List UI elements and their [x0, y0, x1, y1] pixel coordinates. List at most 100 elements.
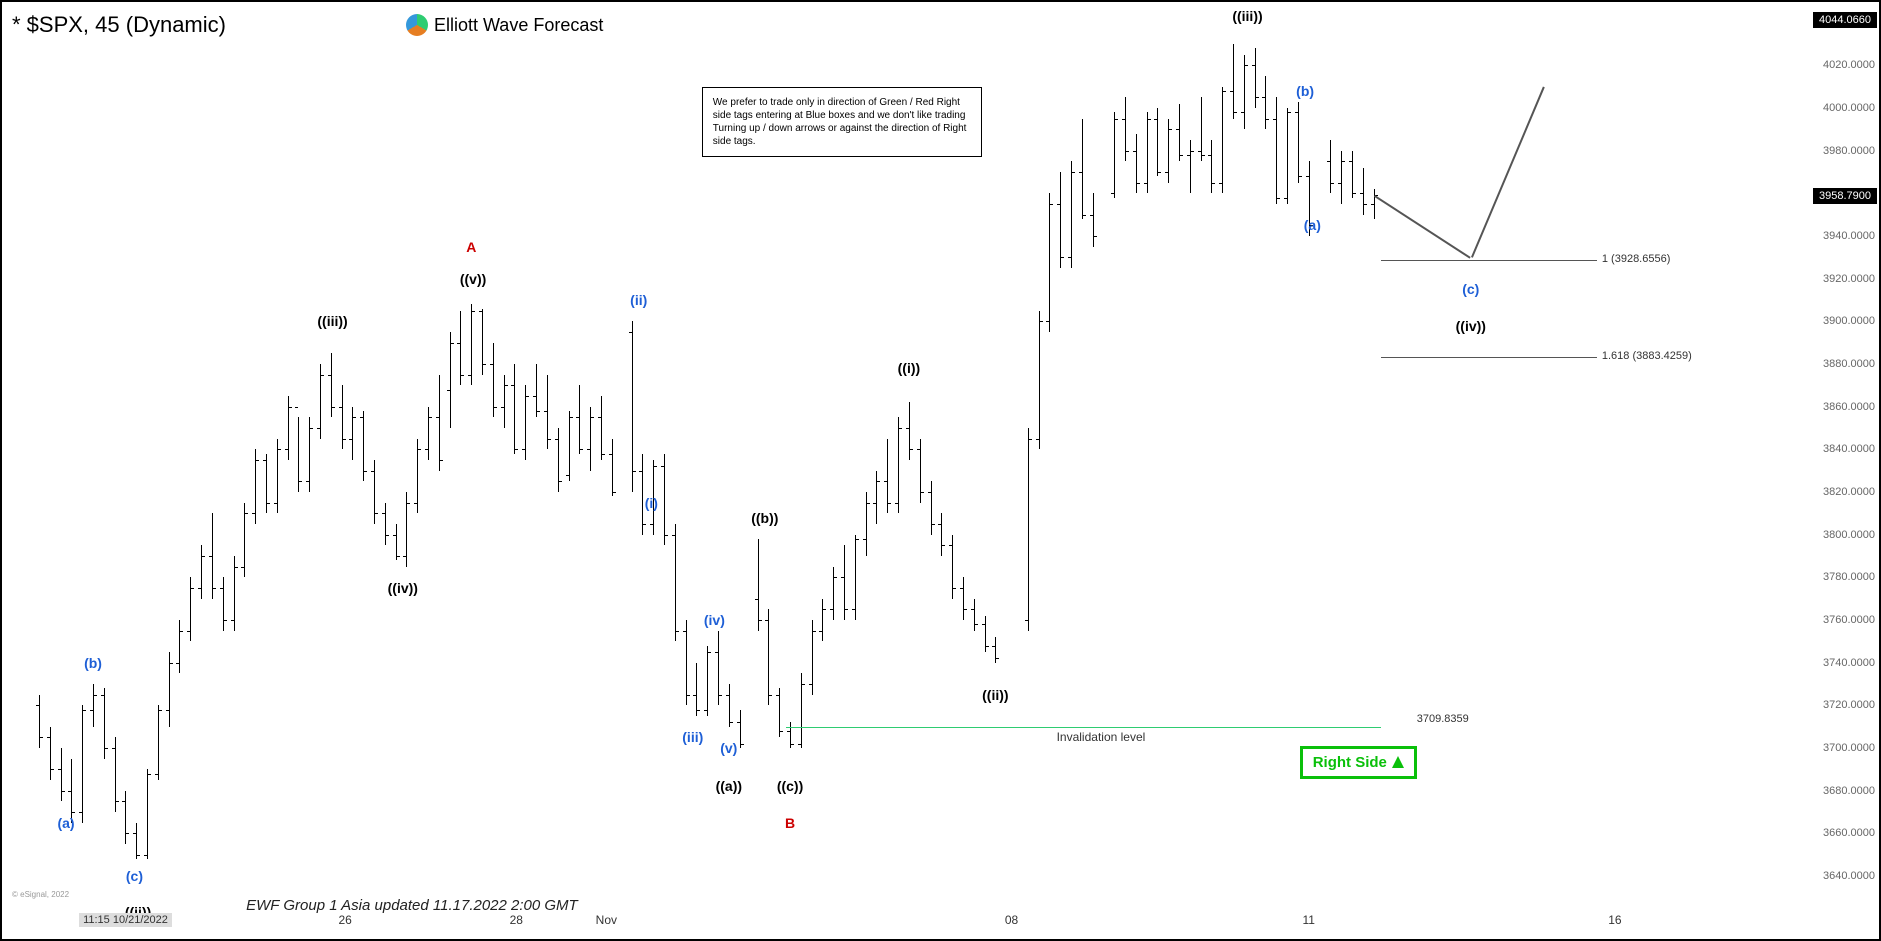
- x-tick: 28: [510, 913, 523, 927]
- ohlc-bar: [1363, 168, 1364, 215]
- ohlc-bar: [125, 791, 126, 844]
- ohlc-bar: [158, 705, 159, 780]
- ohlc-bar: [234, 556, 235, 631]
- ohlc-bar: [876, 471, 877, 524]
- ohlc-bar: [169, 652, 170, 727]
- ohlc-bar: [1201, 97, 1202, 161]
- ohlc-bar: [1071, 161, 1072, 268]
- x-tick: 26: [338, 913, 351, 927]
- ohlc-bar: [1190, 140, 1191, 193]
- ohlc-bar: [718, 631, 719, 706]
- ohlc-bar: [758, 539, 759, 631]
- x-axis: 11:15 10/21/20222628Nov081116: [12, 907, 1809, 937]
- wave-label: ((iv)): [1456, 318, 1486, 334]
- chart-container: * $SPX, 45 (Dynamic) Elliott Wave Foreca…: [0, 0, 1881, 941]
- ohlc-bar: [579, 385, 580, 453]
- ohlc-bar: [298, 417, 299, 492]
- ohlc-bar: [104, 688, 105, 758]
- y-tick: 3860.0000: [1807, 401, 1875, 413]
- ohlc-bar: [1211, 140, 1212, 193]
- ohlc-bar: [212, 513, 213, 598]
- top-price-label: 4044.0660: [1813, 12, 1877, 28]
- ohlc-bar: [363, 411, 364, 481]
- ohlc-bar: [396, 524, 397, 560]
- wave-label: (a): [1304, 217, 1321, 233]
- ohlc-bar: [664, 454, 665, 546]
- ohlc-bar: [833, 567, 834, 620]
- ohlc-bar: [866, 492, 867, 556]
- ohlc-bar: [514, 364, 515, 454]
- disclaimer-box: We prefer to trade only in direction of …: [702, 87, 982, 157]
- x-tick: 16: [1608, 913, 1621, 927]
- projection-line: [1471, 87, 1544, 258]
- ohlc-bar: [768, 609, 769, 705]
- ohlc-bar: [493, 343, 494, 418]
- ohlc-bar: [1179, 104, 1180, 162]
- ohlc-bar: [136, 823, 137, 859]
- ohlc-bar: [822, 599, 823, 642]
- y-tick: 3920.0000: [1807, 273, 1875, 285]
- ohlc-bar: [147, 769, 148, 859]
- right-side-tag: Right Side: [1300, 746, 1417, 779]
- ohlc-bar: [898, 417, 899, 513]
- invalidation-value: 3709.8359: [1417, 713, 1469, 725]
- ohlc-bar: [909, 402, 910, 460]
- ohlc-bar: [601, 396, 602, 460]
- y-tick: 4020.0000: [1807, 59, 1875, 71]
- y-tick: 3700.0000: [1807, 742, 1875, 754]
- wave-label: (c): [1462, 281, 1479, 297]
- ohlc-bar: [244, 503, 245, 578]
- projection-line: [1375, 195, 1471, 258]
- fib-line: [1381, 260, 1597, 261]
- ohlc-bar: [1168, 119, 1169, 183]
- y-tick: 3760.0000: [1807, 614, 1875, 626]
- ohlc-bar: [1265, 76, 1266, 129]
- ohlc-bar: [675, 524, 676, 641]
- ohlc-bar: [482, 309, 483, 375]
- ohlc-bar: [941, 513, 942, 556]
- ohlc-bar: [1082, 119, 1083, 219]
- ohlc-bar: [277, 439, 278, 514]
- y-tick: 3720.0000: [1807, 699, 1875, 711]
- wave-label: ((ii)): [982, 687, 1008, 703]
- ohlc-bar: [729, 684, 730, 727]
- ohlc-bar: [428, 407, 429, 460]
- ohlc-bar: [39, 695, 40, 748]
- wave-label: ((v)): [460, 271, 486, 287]
- ohlc-bar: [707, 646, 708, 716]
- ohlc-bar: [844, 545, 845, 620]
- y-tick: 3980.0000: [1807, 145, 1875, 157]
- ohlc-bar: [50, 727, 51, 780]
- wave-label: (a): [57, 815, 74, 831]
- ohlc-bar: [779, 688, 780, 737]
- ohlc-bar: [642, 454, 643, 535]
- y-tick: 3900.0000: [1807, 315, 1875, 327]
- ohlc-bar: [504, 375, 505, 428]
- ohlc-bar: [569, 411, 570, 481]
- wave-label: (ii): [630, 292, 647, 308]
- wave-label: (iii): [682, 729, 703, 745]
- plot-area[interactable]: (a)(b)(c)((ii))((iii))((iv))A((v))(ii)(i…: [12, 12, 1809, 904]
- ohlc-bar: [1147, 112, 1148, 193]
- ohlc-bar: [61, 748, 62, 801]
- ohlc-bar: [931, 481, 932, 534]
- ohlc-bar: [342, 385, 343, 449]
- ohlc-bar: [536, 364, 537, 417]
- ohlc-bar: [1222, 87, 1223, 194]
- ohlc-bar: [1093, 193, 1094, 246]
- ohlc-bar: [696, 663, 697, 716]
- ohlc-bar: [417, 439, 418, 514]
- ohlc-bar: [1039, 311, 1040, 450]
- y-tick: 3800.0000: [1807, 529, 1875, 541]
- ohlc-bar: [1049, 193, 1050, 332]
- ohlc-bar: [471, 304, 472, 385]
- ohlc-bar: [1287, 108, 1288, 204]
- wave-label: (b): [84, 655, 102, 671]
- ohlc-bar: [288, 396, 289, 460]
- ohlc-bar: [855, 535, 856, 620]
- wave-label: ((iv)): [388, 580, 418, 596]
- y-tick: 3780.0000: [1807, 571, 1875, 583]
- ohlc-bar: [374, 460, 375, 524]
- x-tick: Nov: [596, 913, 617, 927]
- invalidation-text: Invalidation level: [1057, 730, 1146, 744]
